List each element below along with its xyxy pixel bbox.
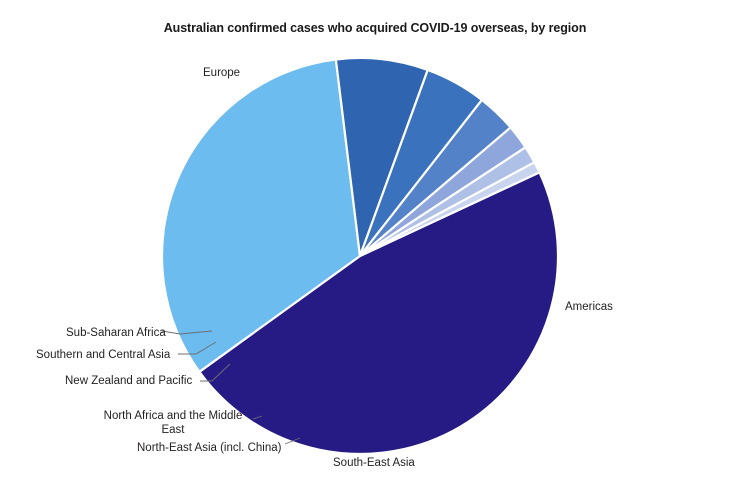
leader-line-north-africa-middle-east (252, 415, 263, 420)
pie-label-americas: Americas (565, 301, 613, 313)
leader-line-new-zealand-pacific (200, 363, 231, 382)
pie-label-sub-saharan-africa: Sub-Saharan Africa (66, 327, 166, 339)
pie-label-north-africa-middle-east: North Africa and the Middle East (103, 410, 243, 437)
pie-label-new-zealand-pacific: New Zealand and Pacific (65, 375, 193, 387)
chart-title: Australian confirmed cases who acquired … (163, 21, 587, 35)
leader-line-group (161, 330, 301, 445)
pie-label-south-east-asia: South-East Asia (333, 457, 415, 469)
pie-slice-group (160, 56, 560, 456)
pie-slice-americas[interactable] (160, 58, 362, 373)
leader-line-north-east-asia (284, 437, 301, 445)
pie-label-north-east-asia: North-East Asia (incl. China) (137, 442, 282, 454)
pie-slice-europe[interactable] (198, 171, 560, 456)
leader-line-sub-saharan-africa (161, 330, 213, 335)
leader-line-southern-central-asia (178, 341, 217, 355)
pie-label-europe: Europe (203, 67, 241, 79)
pie-slice-sub-saharan-africa[interactable] (358, 161, 541, 258)
pie-label-southern-central-asia: Southern and Central Asia (36, 349, 171, 361)
